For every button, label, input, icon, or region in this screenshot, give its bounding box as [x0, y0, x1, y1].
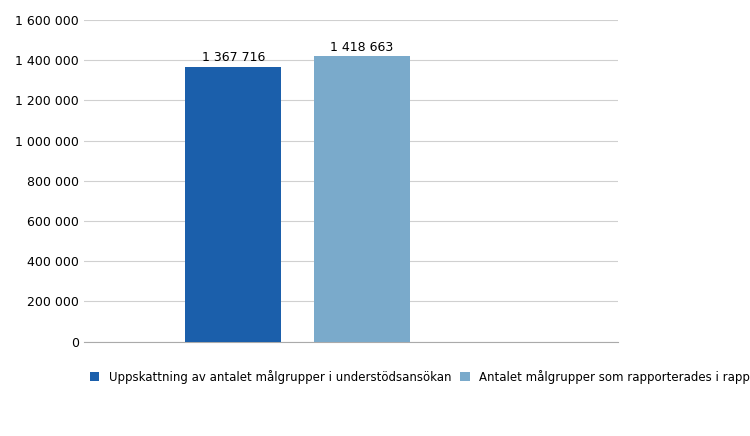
Bar — [314, 56, 410, 342]
Text: 1 418 663: 1 418 663 — [330, 41, 393, 54]
Text: 1 367 716: 1 367 716 — [202, 51, 265, 64]
Bar — [185, 67, 281, 342]
Legend: Uppskattning av antalet målgrupper i understödsansökan, Antalet målgrupper som r: Uppskattning av antalet målgrupper i und… — [90, 370, 750, 384]
